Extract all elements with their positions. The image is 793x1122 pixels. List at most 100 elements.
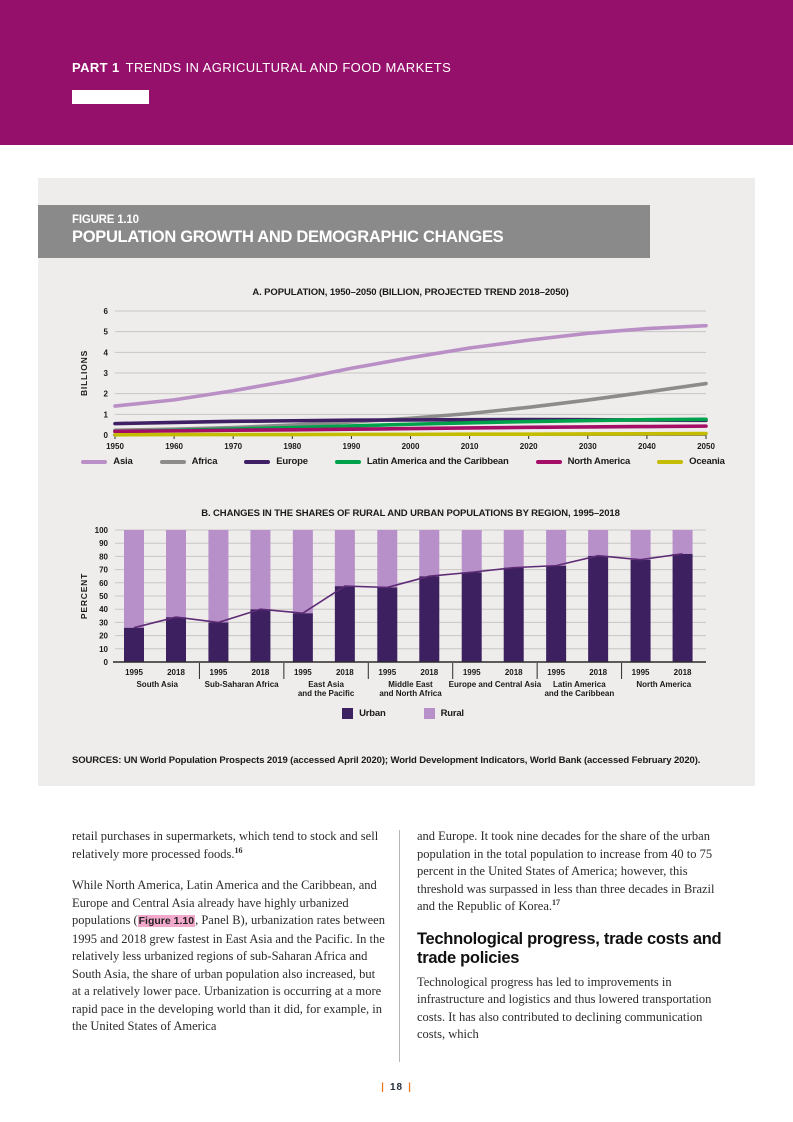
legend-item-rural: Rural: [423, 708, 464, 719]
bar-urban-east-asia-and-the-pacific-1995: [292, 613, 313, 662]
bar-year-label: 2018: [252, 668, 270, 677]
y-tick-label: 100: [95, 526, 109, 535]
y-tick-label: 0: [104, 658, 109, 667]
panel-a-chart: 0 1 2 3 4 5 6 1950 1960 1970 1980 1990 2000 2010 2020 2…: [79, 307, 715, 451]
bar-urban-europe-and-central-asia-2018: [503, 567, 524, 662]
legend-item-latin-america-and-the-caribbean: Latin America and the Caribbean: [334, 456, 509, 467]
region-label-line: and North Africa: [379, 689, 442, 698]
urban-trend-line: [133, 552, 683, 629]
legend-label: Oceania: [689, 456, 725, 467]
y-tick-label: 70: [99, 566, 108, 575]
region-label-south-asia: South Asia: [136, 680, 178, 689]
legend-label: North America: [567, 456, 631, 467]
series-line-north-america: [113, 424, 708, 434]
y-tick-label: 20: [99, 632, 108, 641]
x-tick-label: 2030: [579, 442, 597, 451]
bar-rural-europe-and-central-asia-2018: [503, 530, 524, 568]
y-tick-label: 90: [99, 539, 108, 548]
panel-b-legend: Urban Rural: [75, 708, 731, 719]
footer-pipe: |: [408, 1082, 412, 1093]
bar-rural-north-america-2018: [672, 530, 693, 554]
bar-rural-europe-and-central-asia-1995: [461, 530, 482, 573]
part-title: TRENDS IN AGRICULTURAL AND FOOD MARKETS: [125, 60, 452, 75]
bar-urban-europe-and-central-asia-1995: [461, 572, 482, 662]
bar-urban-middle-east-and-north-africa-1995: [377, 587, 398, 662]
region-label-line: North America: [636, 680, 691, 689]
legend-swatch: [244, 459, 271, 464]
region-label-north-america: North America: [636, 680, 691, 689]
bar-urban-south-asia-1995: [124, 627, 144, 662]
bar-year-label: 2018: [336, 668, 354, 677]
legend-swatch: [535, 459, 562, 464]
y-tick-label: 80: [99, 552, 108, 561]
body-column-right: and Europe. It took nine decades for the…: [417, 828, 730, 1058]
region-label-line: Europe and Central Asia: [449, 680, 542, 689]
legend-item-africa: Africa: [159, 456, 218, 467]
x-tick-label: 1980: [283, 442, 301, 451]
legend-item-asia: Asia: [81, 456, 133, 467]
bar-urban-east-asia-and-the-pacific-2018: [334, 586, 355, 662]
bar-year-label: 1995: [632, 668, 650, 677]
region-label-latin-america-and-the-caribbean: Latin America and the Caribbean: [544, 680, 614, 698]
region-label-sub-saharan-africa: Sub-Saharan Africa: [205, 680, 279, 689]
part-header-band: PART 1 TRENDS IN AGRICULTURAL AND FOOD MA…: [0, 0, 793, 145]
footer-pipe: |: [381, 1082, 385, 1093]
y-tick-label: 60: [99, 579, 108, 588]
y-tick-label: 50: [99, 592, 108, 601]
legend-swatch: [334, 459, 361, 464]
legend-swatch: [159, 459, 186, 464]
bar-year-label: 1995: [378, 668, 396, 677]
bar-year-label: 2018: [505, 668, 523, 677]
figure-sources: SOURCES: UN World Population Prospects 2…: [72, 755, 701, 766]
y-tick-label: 4: [104, 348, 109, 357]
bar-rural-south-asia-2018: [166, 530, 186, 618]
bar-urban-sub-saharan-africa-1995: [208, 622, 229, 662]
legend-label: Rural: [440, 708, 464, 719]
y-tick-label: 0: [104, 431, 109, 440]
paragraph-text: Technological progress has led to improv…: [417, 974, 712, 1042]
bar-rural-south-asia-1995: [124, 530, 144, 628]
y-tick-label: 1: [104, 410, 109, 419]
y-tick-label: 3: [104, 369, 109, 378]
panel-b-chart: 0 10 20 30 40 50 60 70 80 90 100 1995 2018 South Asia…: [79, 526, 706, 698]
bar-rural-latin-america-and-the-caribbean-1995: [546, 530, 567, 566]
part-label: PART 1: [72, 60, 120, 75]
bar-year-label: 1995: [294, 668, 312, 677]
bar-urban-north-america-2018: [672, 553, 693, 662]
series-line-asia: [113, 323, 708, 408]
x-tick-label: 2010: [461, 442, 479, 451]
bar-year-label: 2018: [167, 668, 185, 677]
legend-label: Europe: [276, 456, 308, 467]
legend-label: Urban: [359, 708, 386, 719]
region-label-line: and the Caribbean: [544, 689, 614, 698]
bar-urban-sub-saharan-africa-2018: [250, 609, 271, 662]
x-tick-label: 1990: [343, 442, 361, 451]
paragraph: Technological progress has led to improv…: [417, 974, 730, 1044]
paragraph-text: While North America, Latin America and t…: [72, 878, 377, 927]
legend-label: Africa: [191, 456, 218, 467]
y-tick-label: 6: [104, 307, 109, 316]
bar-year-label: 1995: [210, 668, 228, 677]
bar-year-label: 2018: [589, 668, 607, 677]
bar-rural-east-asia-and-the-pacific-1995: [292, 530, 313, 614]
y-tick-label: 2: [104, 390, 109, 399]
bar-year-label: 1995: [547, 668, 565, 677]
bar-year-label: 1995: [125, 668, 143, 677]
panel-a-title: A. POPULATION, 1950–2050 (BILLION, PROJE…: [252, 287, 569, 298]
bar-rural-middle-east-and-north-africa-1995: [377, 530, 398, 588]
region-label-line: Sub-Saharan Africa: [205, 680, 279, 689]
page-number: 18: [389, 1082, 404, 1093]
region-label-line: East Asia: [308, 680, 344, 689]
y-tick-label: 30: [99, 618, 108, 627]
panel-b-title: B. CHANGES IN THE SHARES OF RURAL AND UR…: [201, 508, 620, 519]
x-tick-label: 1950: [106, 442, 124, 451]
paragraph-text: , Panel B), urbanization rates between 1…: [72, 913, 385, 1033]
x-tick-label: 2050: [697, 442, 715, 451]
bar-urban-middle-east-and-north-africa-2018: [419, 576, 440, 662]
x-tick-label: 2020: [520, 442, 538, 451]
bar-rural-latin-america-and-the-caribbean-2018: [588, 530, 609, 556]
legend-swatch: [423, 708, 435, 719]
figure-header-bar: FIGURE 1.10 POPULATION GROWTH AND DEMOGR…: [38, 205, 650, 258]
paragraph: While North America, Latin America and t…: [72, 877, 385, 1036]
